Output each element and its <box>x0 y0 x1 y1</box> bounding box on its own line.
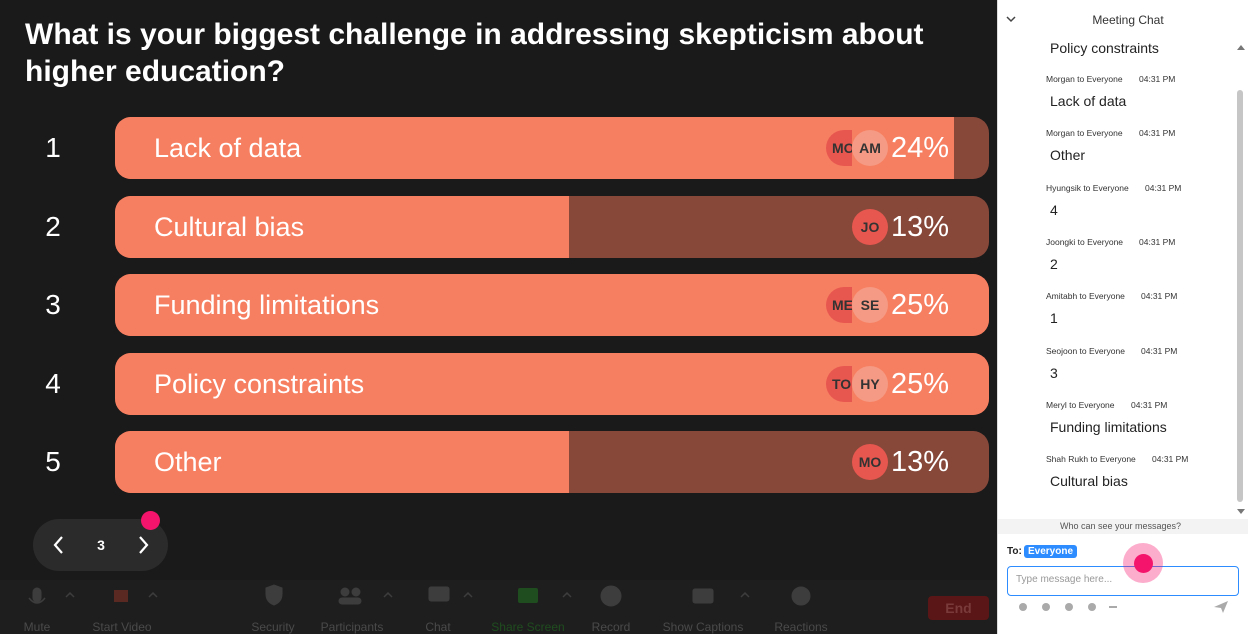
next-button[interactable] <box>135 535 151 555</box>
pointer-dot <box>141 511 160 530</box>
chat-time: 04:31 PM <box>1141 345 1178 356</box>
message-input[interactable] <box>1007 566 1239 596</box>
chat-sender: Shah Rukh to Everyone <box>1046 454 1136 465</box>
option-label: Policy constraints <box>154 368 365 399</box>
avatar: TO <box>826 365 852 402</box>
chat-message: 3 <box>1050 364 1058 381</box>
toolbar-button[interactable]: Show Captions <box>662 620 744 634</box>
privacy-bar <box>998 519 1248 534</box>
chat-sender: Meryl to Everyone <box>1046 399 1115 410</box>
toolbar-button[interactable]: Security <box>251 620 295 634</box>
chat-message: Lack of data <box>1050 93 1127 109</box>
toolbar-button[interactable]: Chat <box>425 620 451 634</box>
scrollbar <box>1237 90 1243 502</box>
option-number: 3 <box>45 289 61 320</box>
privacy-note[interactable]: Who can see your messages? <box>1060 521 1182 531</box>
chat-sender: Joongki to Everyone <box>1046 236 1124 247</box>
toolbar-button[interactable]: Mute <box>23 620 51 634</box>
option-number: 4 <box>45 367 61 399</box>
chat-sender: Hyungsik to Everyone <box>1046 182 1129 193</box>
chat-panel: Meeting Chat Policy constraints Who can … <box>997 0 1248 634</box>
chat-time: 04:31 PM <box>1139 74 1176 84</box>
option-label: Funding limitations <box>154 290 380 320</box>
chat-message: 2 <box>1050 255 1058 272</box>
input-tools <box>1019 601 1228 613</box>
option-label: Lack of data <box>154 133 302 163</box>
option-percent: 25% <box>890 367 949 400</box>
toolbar-icons <box>28 584 989 620</box>
toolbar-button[interactable]: Participants <box>320 620 384 634</box>
chat-message: Cultural bias <box>1050 473 1128 490</box>
option-bar: Lack of data 24% MO AM <box>115 117 989 179</box>
toolbar-button[interactable]: Reactions <box>774 620 828 634</box>
option-number: 2 <box>45 210 61 242</box>
option-bar: Cultural bias 13% JO <box>115 195 989 258</box>
recipient[interactable]: Everyone <box>1024 545 1078 558</box>
to-label: To: <box>1007 546 1022 557</box>
chat-message: Policy constraints <box>1050 40 1159 56</box>
meeting-toolbar: End Mute Start Video Security Participants C… <box>0 580 997 634</box>
chat-time: 04:31 PM <box>1139 128 1176 139</box>
option-percent: 25% <box>890 289 949 321</box>
chat-time: 04:31 PM <box>1131 399 1168 410</box>
collapse-icon[interactable] <box>1006 15 1016 23</box>
prev-button[interactable] <box>51 535 67 555</box>
toolbar-button[interactable]: Record <box>591 620 631 634</box>
chat-time: 04:31 PM <box>1145 182 1182 193</box>
chat-sender: Seojoon to Everyone <box>1046 345 1125 356</box>
option-bar: Funding limitations 25% ME SE <box>115 274 989 336</box>
option-bar: Policy constraints 25% TO HY <box>115 352 989 415</box>
option-label: Cultural bias <box>154 211 305 242</box>
option-bar: Other 13% MO <box>115 431 989 493</box>
avatar: AM <box>852 130 888 166</box>
chat-sender: Morgan to Everyone <box>1046 74 1123 84</box>
option-percent: 13% <box>890 210 949 243</box>
poll-panel: What is your biggest challenge in addres… <box>0 0 997 634</box>
option-label: Other <box>154 447 222 477</box>
poll-title: What is your biggest challenge in addres… <box>25 18 924 88</box>
chat-sender: Morgan to Everyone <box>1046 128 1123 139</box>
chat-sender: Amitabh to Everyone <box>1046 291 1125 302</box>
avatar: JO <box>852 208 888 245</box>
toolbar-button[interactable]: Share Screen <box>491 620 565 634</box>
avatar: MO <box>826 130 852 166</box>
chat-message: 1 <box>1050 310 1058 327</box>
scroll-arrows <box>1237 45 1245 514</box>
bar-fill <box>115 117 955 179</box>
toolbar-button[interactable]: Start Video <box>92 620 152 634</box>
end-button-bg <box>928 596 989 620</box>
chat-message: Funding limitations <box>1050 418 1167 435</box>
chat-message: Other <box>1050 147 1086 164</box>
avatar: ME <box>826 287 852 323</box>
option-percent: 13% <box>890 446 949 478</box>
avatar: SE <box>852 287 888 323</box>
avatar: MO <box>852 444 888 480</box>
option-number: 5 <box>45 446 61 477</box>
cursor-dot <box>1134 554 1153 573</box>
chat-time: 04:31 PM <box>1141 291 1178 302</box>
chat-time: 04:31 PM <box>1139 236 1176 247</box>
input-placeholder: Type message here... <box>1016 574 1113 585</box>
end-button[interactable]: End <box>945 600 972 616</box>
chat-title: Meeting Chat <box>1092 13 1164 27</box>
page-number: 3 <box>97 537 105 553</box>
chat-time: 04:31 PM <box>1152 454 1189 465</box>
option-number: 1 <box>45 132 61 163</box>
bar-fill <box>115 431 570 493</box>
chat-message: 4 <box>1050 201 1058 218</box>
bar-fill <box>115 195 570 258</box>
option-percent: 24% <box>890 132 949 164</box>
avatar: HY <box>852 365 888 402</box>
